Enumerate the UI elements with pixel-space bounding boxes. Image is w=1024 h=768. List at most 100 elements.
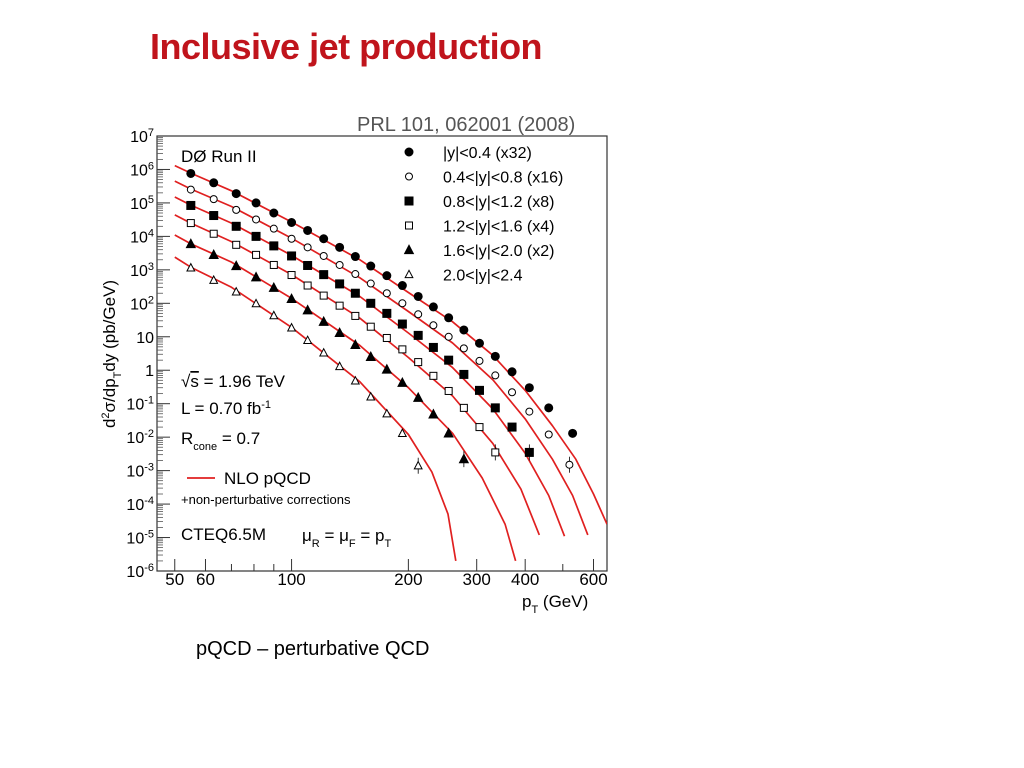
data-point xyxy=(186,200,196,210)
data-point xyxy=(397,376,408,387)
data-point xyxy=(209,229,218,238)
data-point xyxy=(428,408,439,419)
data-point xyxy=(459,369,469,379)
data-point xyxy=(286,322,297,332)
nlo-curve-1 xyxy=(174,164,607,525)
sqrt-arg: s xyxy=(190,372,199,391)
y-tick-label: 10-3 xyxy=(126,462,154,481)
sqrt-symbol: √ xyxy=(181,372,191,391)
x-tick-label: 400 xyxy=(511,570,539,589)
data-point xyxy=(251,231,261,241)
ylabel-part-2: 2 xyxy=(100,412,112,418)
data-point xyxy=(303,281,312,290)
y-tick-label: 10 xyxy=(136,330,154,347)
data-point xyxy=(334,361,345,371)
legend-marker xyxy=(404,269,414,279)
data-point xyxy=(350,375,361,385)
rcone-sub: cone xyxy=(193,441,217,453)
slide-title: Inclusive jet production xyxy=(150,26,543,67)
x-tick-label: 100 xyxy=(277,570,305,589)
legend-entry: 1.6<|y|<2.0 (x2) xyxy=(443,243,554,260)
y-tick-exponent: -6 xyxy=(144,562,154,574)
data-point xyxy=(397,281,407,291)
x-axis: 50 60 100 200 300 400 600 xyxy=(165,559,608,589)
y-tick-label: 10-2 xyxy=(126,428,154,447)
data-point xyxy=(186,262,196,272)
x-tick-label: 600 xyxy=(579,570,607,589)
data-point xyxy=(444,386,453,395)
data-point xyxy=(398,299,407,308)
data-point xyxy=(475,423,484,432)
data-point xyxy=(508,388,517,397)
data-point xyxy=(269,224,278,233)
rcone-annotation: Rcone = 0.7 xyxy=(181,429,260,453)
data-point xyxy=(230,260,242,271)
data-point xyxy=(459,344,468,353)
rcone-value: = 0.7 xyxy=(217,429,260,448)
xlabel-sub: T xyxy=(531,604,538,616)
y-tick-base: 10 xyxy=(126,531,144,548)
data-point xyxy=(507,422,517,432)
data-point xyxy=(565,460,574,469)
data-point xyxy=(252,215,261,224)
caption: pQCD – perturbative QCD xyxy=(196,638,430,660)
data-point xyxy=(302,335,313,345)
y-tick-base: 10 xyxy=(130,129,148,146)
scale-mu-f: = μ xyxy=(320,526,349,545)
lumi-sup: -1 xyxy=(261,399,271,411)
data-point xyxy=(209,211,219,221)
y-tick-exponent: -3 xyxy=(144,462,154,474)
y-tick-label: 10-6 xyxy=(126,562,154,581)
data-point xyxy=(475,356,484,365)
y-tick-base: 10 xyxy=(126,497,144,514)
data-point xyxy=(382,333,391,342)
data-point xyxy=(185,238,197,249)
xlabel-unit: (GeV) xyxy=(538,592,588,611)
data-point xyxy=(186,219,195,228)
legend-entry: 0.8<|y|<1.2 (x8) xyxy=(443,194,554,211)
scale-f-sub: F xyxy=(349,538,356,550)
data-point xyxy=(428,302,438,312)
data-point xyxy=(287,251,297,261)
data-point xyxy=(443,427,454,438)
data-point xyxy=(490,351,500,361)
y-axis: 10710610510410310210110-110-210-310-410-… xyxy=(126,127,170,581)
legend-entry: |y|<0.4 (x32) xyxy=(443,145,532,162)
y-tick-exponent: 6 xyxy=(148,160,154,172)
data-point xyxy=(459,325,469,335)
y-tick-base: 1 xyxy=(145,363,154,380)
data-point xyxy=(209,178,219,188)
data-point xyxy=(382,289,391,298)
nlo-curve-5 xyxy=(174,234,517,562)
y-tick-label: 10-5 xyxy=(126,529,154,548)
y-tick-exponent: 4 xyxy=(148,227,154,239)
data-point xyxy=(319,291,328,300)
scale-annotation: μR = μF = pT xyxy=(302,526,392,550)
series-2 xyxy=(186,185,574,473)
data-point xyxy=(413,460,423,470)
series-5 xyxy=(185,238,470,468)
data-point xyxy=(458,453,470,464)
data-point xyxy=(335,242,345,252)
np-corrections-label: +non-perturbative corrections xyxy=(181,492,351,507)
data-point xyxy=(524,447,534,457)
y-tick-base: 10 xyxy=(130,162,148,179)
y-tick-base: 10 xyxy=(130,296,148,313)
legend-marker xyxy=(404,196,414,206)
data-point xyxy=(381,363,393,374)
data-point xyxy=(231,189,241,199)
data-point xyxy=(414,358,423,367)
data-point xyxy=(209,195,218,204)
energy-value: = 1.96 TeV xyxy=(199,372,286,391)
data-point xyxy=(287,217,297,227)
series-4 xyxy=(186,219,500,461)
data-point xyxy=(232,240,241,249)
data-point xyxy=(250,271,262,282)
data-point xyxy=(429,321,438,330)
data-point xyxy=(429,371,438,380)
data-point xyxy=(350,252,360,262)
experiment-label: DØ Run II xyxy=(181,147,257,166)
data-point xyxy=(544,403,554,413)
data-point xyxy=(444,313,454,323)
